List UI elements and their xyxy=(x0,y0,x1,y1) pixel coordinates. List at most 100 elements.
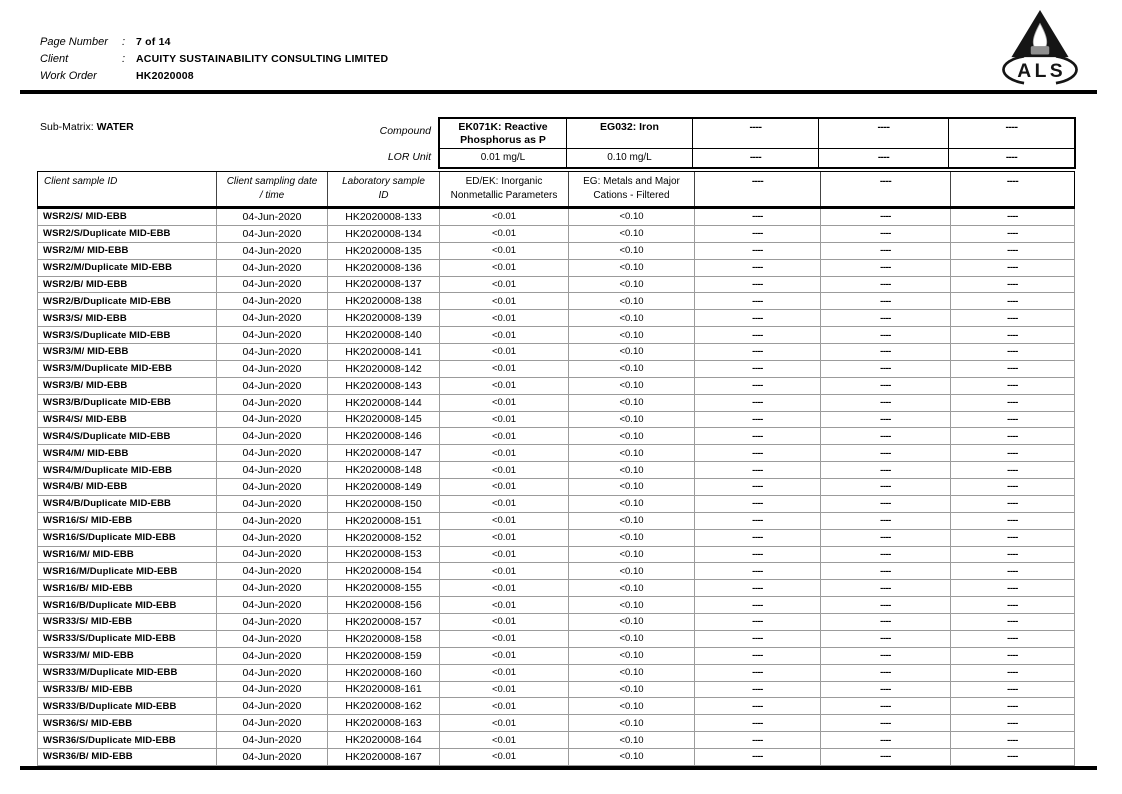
page-number-label: Page Number xyxy=(40,35,108,48)
result-value: <0.01 xyxy=(440,614,569,630)
result-value: ---- xyxy=(821,445,951,462)
result-value: <0.10 xyxy=(569,209,695,225)
result-value: ---- xyxy=(695,698,821,715)
result-value: ---- xyxy=(821,597,951,613)
client-sample-id: WSR33/B/ MID-EBB xyxy=(38,681,217,698)
result-value: ---- xyxy=(1007,582,1018,594)
result-value: ---- xyxy=(1007,363,1018,375)
result-value: ---- xyxy=(821,276,951,293)
compound-name: EK071K: Reactive Phosphorus as P xyxy=(440,119,567,148)
result-value: <0.10 xyxy=(569,327,695,343)
result-value: ---- xyxy=(821,749,951,765)
result-value: ---- xyxy=(821,698,951,715)
client-sample-id: WSR4/M/ MID-EBB xyxy=(38,445,217,462)
result-value: ---- xyxy=(821,495,951,512)
result-value: ---- xyxy=(821,479,951,495)
result-value: <0.10 xyxy=(569,512,695,529)
result-value: <0.10 xyxy=(569,360,695,377)
result-value: <0.10 xyxy=(569,394,695,411)
result-value: <0.01 xyxy=(440,360,569,377)
result-value: <0.10 xyxy=(569,445,695,462)
client-sample-id: WSR33/S/Duplicate MID-EBB xyxy=(38,630,217,647)
logo-left-paren xyxy=(1002,54,1025,85)
compound-name: ---- xyxy=(1005,121,1019,133)
lab-sample-id: HK2020008-136 xyxy=(328,259,440,276)
result-value: ---- xyxy=(695,647,821,664)
result-value: ---- xyxy=(695,630,821,647)
lab-sample-id: HK2020008-159 xyxy=(328,647,440,664)
table-row: WSR33/S/ MID-EBB 04-Jun-2020 HK2020008-1… xyxy=(38,614,1074,631)
result-value: ---- xyxy=(821,732,951,748)
sampling-date: 04-Jun-2020 xyxy=(217,664,328,681)
client-sample-id: WSR2/B/ MID-EBB xyxy=(38,276,217,293)
table-row: WSR2/S/Duplicate MID-EBB 04-Jun-2020 HK2… xyxy=(38,225,1074,243)
result-value: <0.01 xyxy=(440,664,569,681)
method-group: ---- xyxy=(695,172,821,206)
logo-burner xyxy=(1030,46,1050,55)
result-value: ---- xyxy=(1007,532,1018,544)
result-value: ---- xyxy=(1007,346,1018,358)
result-value: <0.01 xyxy=(440,225,569,242)
client-sample-id: WSR3/M/Duplicate MID-EBB xyxy=(38,360,217,377)
table-row: WSR16/M/Duplicate MID-EBB 04-Jun-2020 HK… xyxy=(38,563,1074,581)
lab-sample-id: HK2020008-134 xyxy=(328,225,440,242)
sampling-date: 04-Jun-2020 xyxy=(217,310,328,327)
table-row: WSR3/B/ MID-EBB 04-Jun-2020 HK2020008-14… xyxy=(38,377,1074,395)
result-value: <0.10 xyxy=(569,225,695,242)
client-sample-id: WSR33/M/Duplicate MID-EBB xyxy=(38,664,217,681)
lor-unit: ---- xyxy=(1005,152,1018,163)
table-row: WSR16/S/Duplicate MID-EBB 04-Jun-2020 HK… xyxy=(38,529,1074,547)
result-value: <0.01 xyxy=(440,411,569,428)
result-value: ---- xyxy=(695,529,821,546)
header-rule xyxy=(20,90,1097,94)
lab-sample-id: HK2020008-149 xyxy=(328,479,440,495)
sampling-date: 04-Jun-2020 xyxy=(217,715,328,732)
header-line: ID xyxy=(378,190,389,201)
col-header-sampling-date: Client sampling date / time xyxy=(217,172,328,206)
table-row: WSR4/M/Duplicate MID-EBB 04-Jun-2020 HK2… xyxy=(38,462,1074,479)
sampling-date: 04-Jun-2020 xyxy=(217,546,328,563)
result-value: ---- xyxy=(695,259,821,276)
result-value: ---- xyxy=(1007,734,1018,746)
result-value: ---- xyxy=(1007,650,1018,662)
table-row: WSR33/M/Duplicate MID-EBB 04-Jun-2020 HK… xyxy=(38,664,1074,682)
table-header-row: Client sample ID Client sampling date / … xyxy=(37,171,1075,209)
result-value: ---- xyxy=(821,360,951,377)
sub-matrix-label: Sub-Matrix: xyxy=(40,121,97,133)
client-sample-id: WSR16/B/Duplicate MID-EBB xyxy=(38,597,217,613)
lab-sample-id: HK2020008-167 xyxy=(328,749,440,765)
result-value: ---- xyxy=(1007,565,1018,577)
result-value: ---- xyxy=(695,445,821,462)
work-order-row: Work Order HK2020008 xyxy=(40,67,388,84)
compound-row-label: Compound xyxy=(379,125,431,137)
result-value: <0.10 xyxy=(569,614,695,630)
sampling-date: 04-Jun-2020 xyxy=(217,327,328,343)
client-sample-id: WSR36/B/ MID-EBB xyxy=(38,749,217,765)
result-value: ---- xyxy=(695,394,821,411)
result-value: ---- xyxy=(821,512,951,529)
lab-sample-id: HK2020008-142 xyxy=(328,360,440,377)
result-value: <0.10 xyxy=(569,546,695,563)
work-order-label: Work Order xyxy=(40,69,97,82)
result-value: ---- xyxy=(821,209,951,225)
result-value: <0.10 xyxy=(569,732,695,748)
col-header-client-sample-id: Client sample ID xyxy=(38,172,217,206)
result-value: <0.01 xyxy=(440,529,569,546)
lor-unit-row: 0.01 mg/L 0.10 mg/L ---- ---- ---- xyxy=(440,148,1074,167)
table-row: WSR16/B/ MID-EBB 04-Jun-2020 HK2020008-1… xyxy=(38,580,1074,598)
client-sample-id: WSR16/B/ MID-EBB xyxy=(38,580,217,597)
table-row: WSR2/M/ MID-EBB 04-Jun-2020 HK2020008-13… xyxy=(38,242,1074,260)
result-value: ---- xyxy=(1007,211,1018,223)
sampling-date: 04-Jun-2020 xyxy=(217,411,328,428)
result-value: <0.10 xyxy=(569,428,695,445)
result-value: ---- xyxy=(695,276,821,293)
sampling-date: 04-Jun-2020 xyxy=(217,749,328,765)
result-value: <0.01 xyxy=(440,479,569,495)
result-value: <0.01 xyxy=(440,698,569,715)
result-value: ---- xyxy=(1007,599,1018,611)
lab-sample-id: HK2020008-156 xyxy=(328,597,440,613)
result-value: <0.01 xyxy=(440,428,569,445)
table-row: WSR3/S/ MID-EBB 04-Jun-2020 HK2020008-13… xyxy=(38,310,1074,328)
client-sample-id: WSR16/S/ MID-EBB xyxy=(38,512,217,529)
result-value: ---- xyxy=(695,327,821,343)
